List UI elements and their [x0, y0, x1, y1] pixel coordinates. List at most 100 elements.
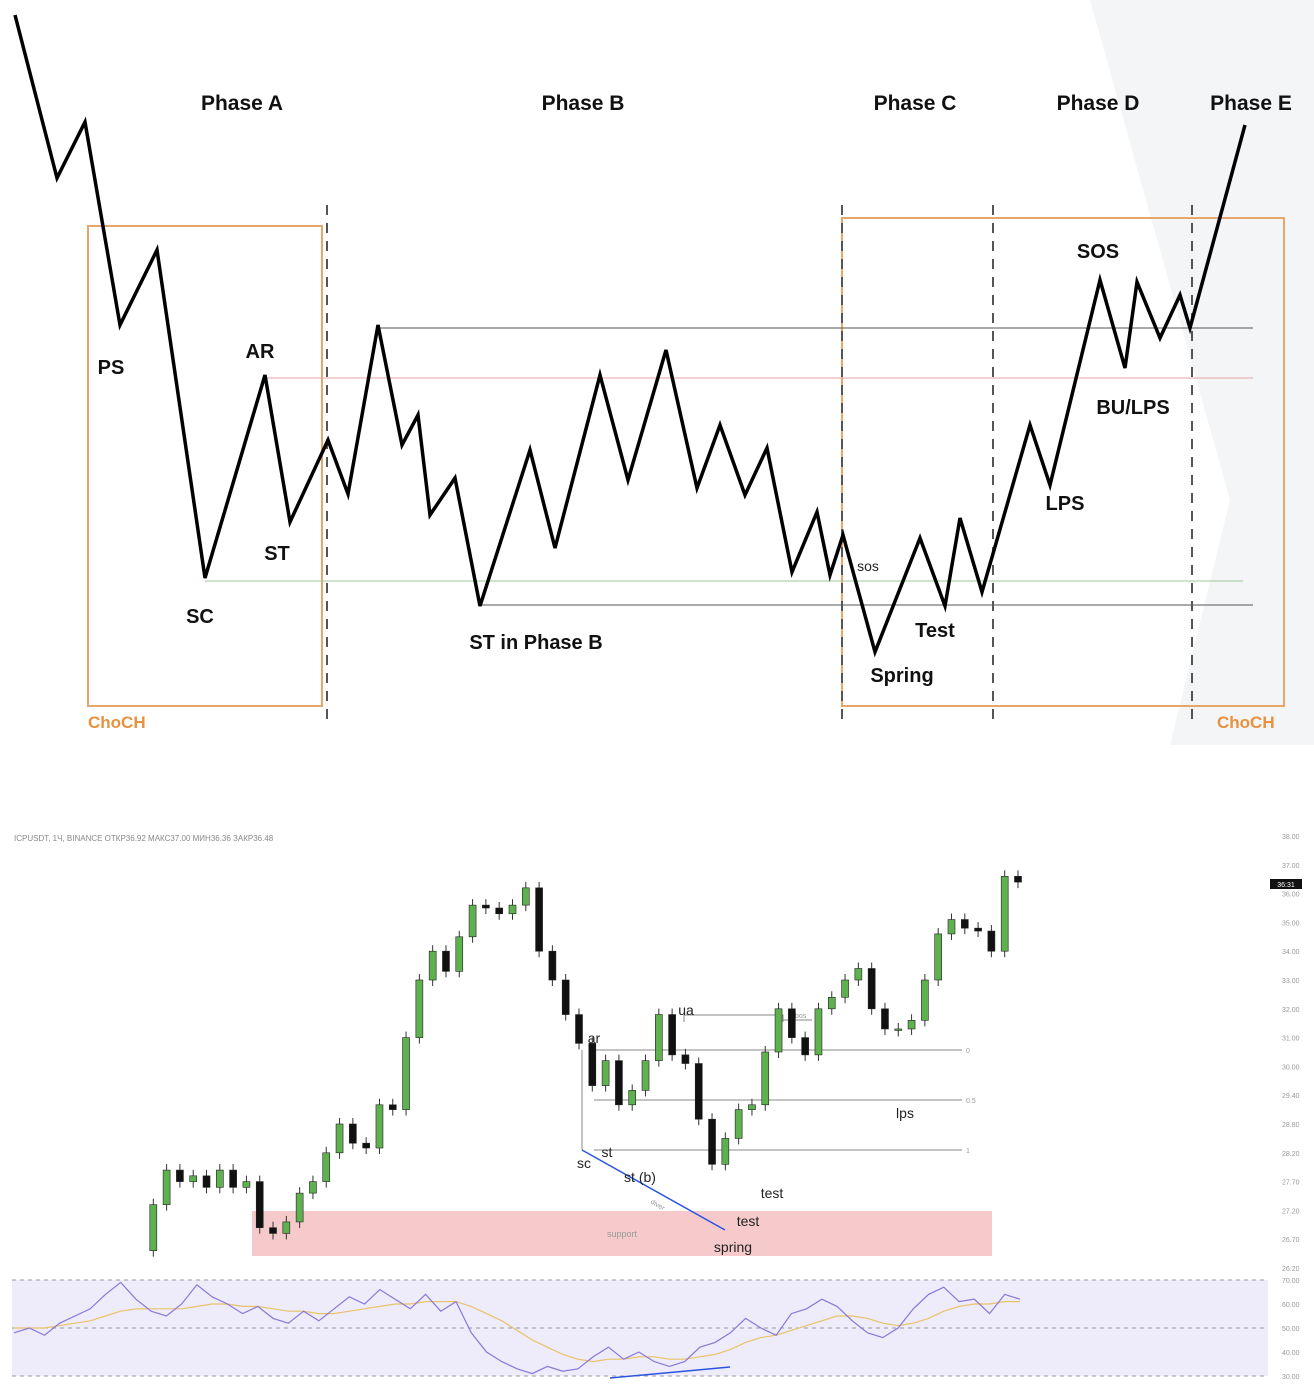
candle	[255, 1181, 264, 1228]
candle	[415, 979, 424, 1038]
annotation: ar	[588, 1030, 601, 1046]
rsi-tick-label: 30.00	[1282, 1374, 1300, 1381]
candle	[482, 904, 490, 909]
candle	[1014, 876, 1022, 883]
y-tick-label: 27.20	[1282, 1208, 1300, 1215]
y-tick-label: 28.20	[1282, 1151, 1300, 1158]
candle	[1000, 876, 1009, 952]
fib-label: 1	[966, 1148, 970, 1155]
event-label: LPS	[1046, 493, 1085, 515]
candle	[402, 1037, 410, 1110]
fib-label: 0.5	[966, 1098, 976, 1105]
choch-label: ChoCH	[88, 713, 146, 732]
event-label: Spring	[870, 665, 933, 687]
event-label: BU/LPS	[1096, 397, 1169, 419]
candle	[535, 887, 543, 952]
candle	[455, 936, 464, 972]
support-zone	[252, 1211, 992, 1256]
y-tick-label: 37.00	[1282, 863, 1300, 870]
candle	[761, 1051, 770, 1106]
annotation: lps	[896, 1105, 914, 1121]
rsi-ma-line	[14, 1300, 1020, 1363]
y-tick-label: 32.00	[1282, 1007, 1300, 1014]
candle	[881, 1008, 889, 1030]
y-tick-label: 27.70	[1282, 1180, 1300, 1187]
choch-box	[87, 225, 323, 707]
phase-label: Phase A	[201, 92, 283, 115]
annotation: sos	[857, 558, 879, 574]
candle	[521, 887, 530, 906]
annotation: sc	[577, 1155, 591, 1171]
price-tag-bg	[1270, 879, 1302, 889]
y-tick-label: 30.00	[1282, 1064, 1300, 1071]
candle	[774, 1008, 783, 1053]
event-label: PS	[98, 357, 125, 379]
candle	[335, 1123, 344, 1154]
candle	[801, 1037, 809, 1056]
candle	[987, 930, 996, 952]
annotation-lines	[581, 1014, 962, 1151]
candle	[162, 1169, 171, 1205]
candle	[575, 1014, 583, 1044]
annotation: ua	[678, 1002, 694, 1018]
candle	[295, 1192, 304, 1223]
annotation: diver	[649, 1199, 666, 1213]
candle	[788, 1008, 796, 1038]
candle	[814, 1008, 823, 1056]
candle	[841, 979, 849, 998]
candle	[309, 1181, 317, 1194]
candle	[641, 1060, 650, 1091]
candle	[907, 1020, 916, 1030]
rsi-tick-label: 70.00	[1282, 1278, 1300, 1285]
candle	[748, 1104, 756, 1110]
candle	[601, 1060, 610, 1086]
y-tick-label: 36.00	[1282, 892, 1300, 899]
candle	[588, 1043, 597, 1086]
candle	[708, 1118, 716, 1165]
candle	[322, 1152, 331, 1182]
phase-label: Phase E	[1210, 92, 1292, 115]
annotation: bos	[795, 1013, 807, 1020]
candle	[548, 950, 557, 981]
y-tick-label: 35.00	[1282, 920, 1300, 927]
candle	[442, 950, 450, 972]
event-label: ST	[264, 543, 290, 565]
event-label: Test	[915, 620, 955, 642]
candle	[216, 1169, 224, 1188]
event-label: SOS	[1077, 241, 1119, 263]
candle	[960, 919, 969, 929]
candle	[282, 1221, 291, 1234]
price-tag: 36:31	[1277, 882, 1295, 889]
candle	[468, 904, 477, 938]
phase-label: Phase C	[874, 92, 957, 115]
candle	[508, 904, 517, 915]
y-tick-label: 26.20	[1282, 1266, 1300, 1273]
candle	[867, 968, 876, 1010]
annotation: test	[737, 1213, 760, 1229]
chart-header: ICPUSDT, 1Ч, BINANCE ОТКР36.92 МАКС37.00…	[14, 834, 274, 843]
event-label: AR	[246, 341, 275, 363]
candle	[934, 933, 942, 981]
candle	[189, 1175, 198, 1182]
phase-label: Phase B	[542, 92, 625, 115]
phase-label: Phase D	[1057, 92, 1140, 115]
candle	[561, 979, 570, 1015]
y-tick-label: 29.40	[1282, 1093, 1300, 1100]
fib-label: 0	[966, 1048, 970, 1055]
bg-shape	[1090, 0, 1314, 745]
candle	[668, 1014, 676, 1056]
candle	[721, 1138, 730, 1165]
rsi-line	[13, 1281, 1021, 1375]
event-label: ST in Phase B	[469, 632, 602, 654]
annotation: st	[602, 1144, 613, 1160]
candle	[947, 919, 956, 935]
candle	[388, 1104, 397, 1110]
divergence-line	[581, 1149, 726, 1231]
y-tick-label: 26.70	[1282, 1237, 1300, 1244]
annotation: test	[761, 1185, 784, 1201]
candle	[269, 1227, 277, 1234]
candle	[655, 1014, 663, 1061]
rsi-tick-label: 50.00	[1282, 1326, 1300, 1333]
y-tick-label: 31.00	[1282, 1036, 1300, 1043]
